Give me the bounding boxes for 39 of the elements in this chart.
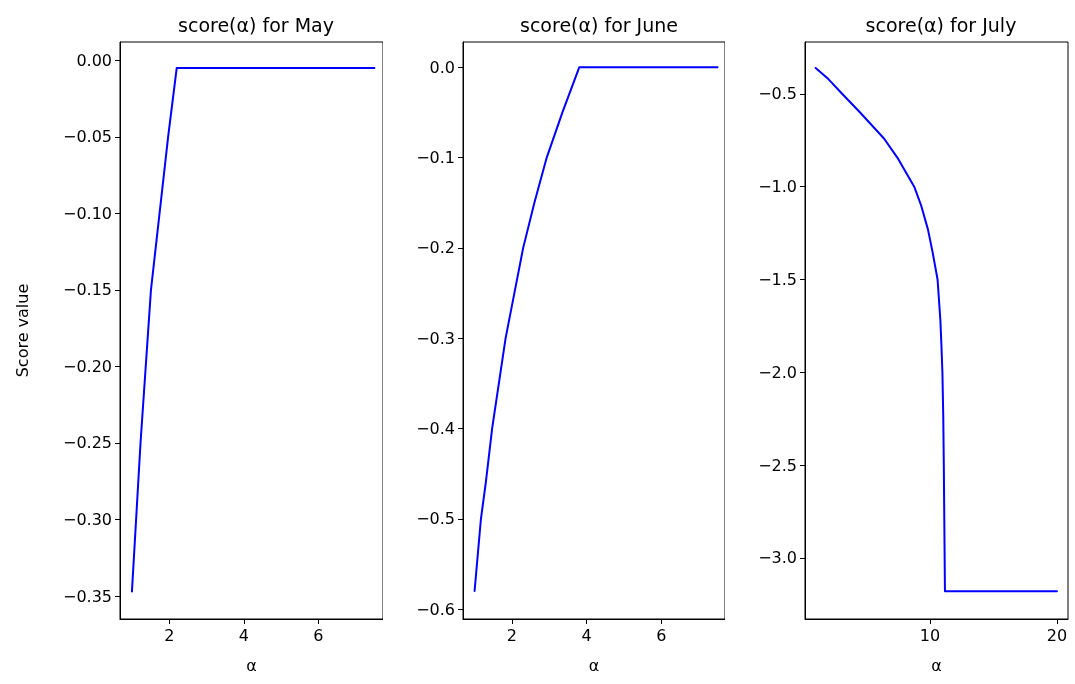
chart-title: score(α) for July — [865, 13, 1017, 36]
y-tick-label: 0.0 — [429, 57, 455, 77]
x-tick-label: 4 — [238, 625, 249, 645]
y-tick-label: −2.0 — [758, 362, 797, 382]
x-tick-label: 6 — [313, 625, 324, 645]
y-tick-label: −0.5 — [758, 84, 797, 104]
line-series — [814, 66, 1058, 593]
chart-title: score(α) for May — [178, 13, 334, 36]
y-tick-label: −0.6 — [416, 599, 455, 619]
x-tick-label: 6 — [656, 625, 667, 645]
chart-title: score(α) for June — [520, 13, 678, 36]
x-axis-title: α — [931, 655, 942, 675]
y-tick-label: −0.20 — [62, 356, 112, 376]
y-tick-label: −1.0 — [758, 177, 797, 197]
y-tick-label: −0.2 — [416, 238, 455, 258]
x-axis-title: α — [246, 655, 257, 675]
y-tick-label: −3.0 — [758, 548, 797, 568]
x-tick-label: 2 — [506, 625, 518, 645]
y-tick-label: −0.4 — [416, 418, 455, 438]
y-axis-title: Score value — [12, 283, 32, 378]
y-tick-label: 0.00 — [76, 50, 112, 70]
y-tick-label: −0.1 — [416, 148, 455, 168]
y-tick-label: −0.5 — [416, 509, 455, 529]
y-tick-label: −2.5 — [758, 455, 797, 475]
y-tick-label: −0.15 — [62, 280, 112, 300]
line-series — [473, 66, 719, 593]
y-tick-label: −0.25 — [62, 433, 112, 453]
y-tick-label: −0.35 — [62, 586, 112, 606]
x-tick-label: 20 — [1046, 625, 1068, 645]
x-tick-label: 2 — [164, 625, 175, 645]
y-tick-label: −0.10 — [62, 203, 112, 223]
x-tick-label: 4 — [581, 625, 592, 645]
y-tick-label: −1.5 — [758, 269, 797, 289]
x-axis-title: α — [588, 655, 600, 675]
y-tick-label: −0.05 — [62, 127, 112, 147]
y-tick-label: −0.3 — [416, 328, 455, 348]
x-tick-label: 10 — [919, 625, 941, 645]
y-tick-label: −0.30 — [62, 510, 112, 530]
line-series — [130, 67, 376, 593]
